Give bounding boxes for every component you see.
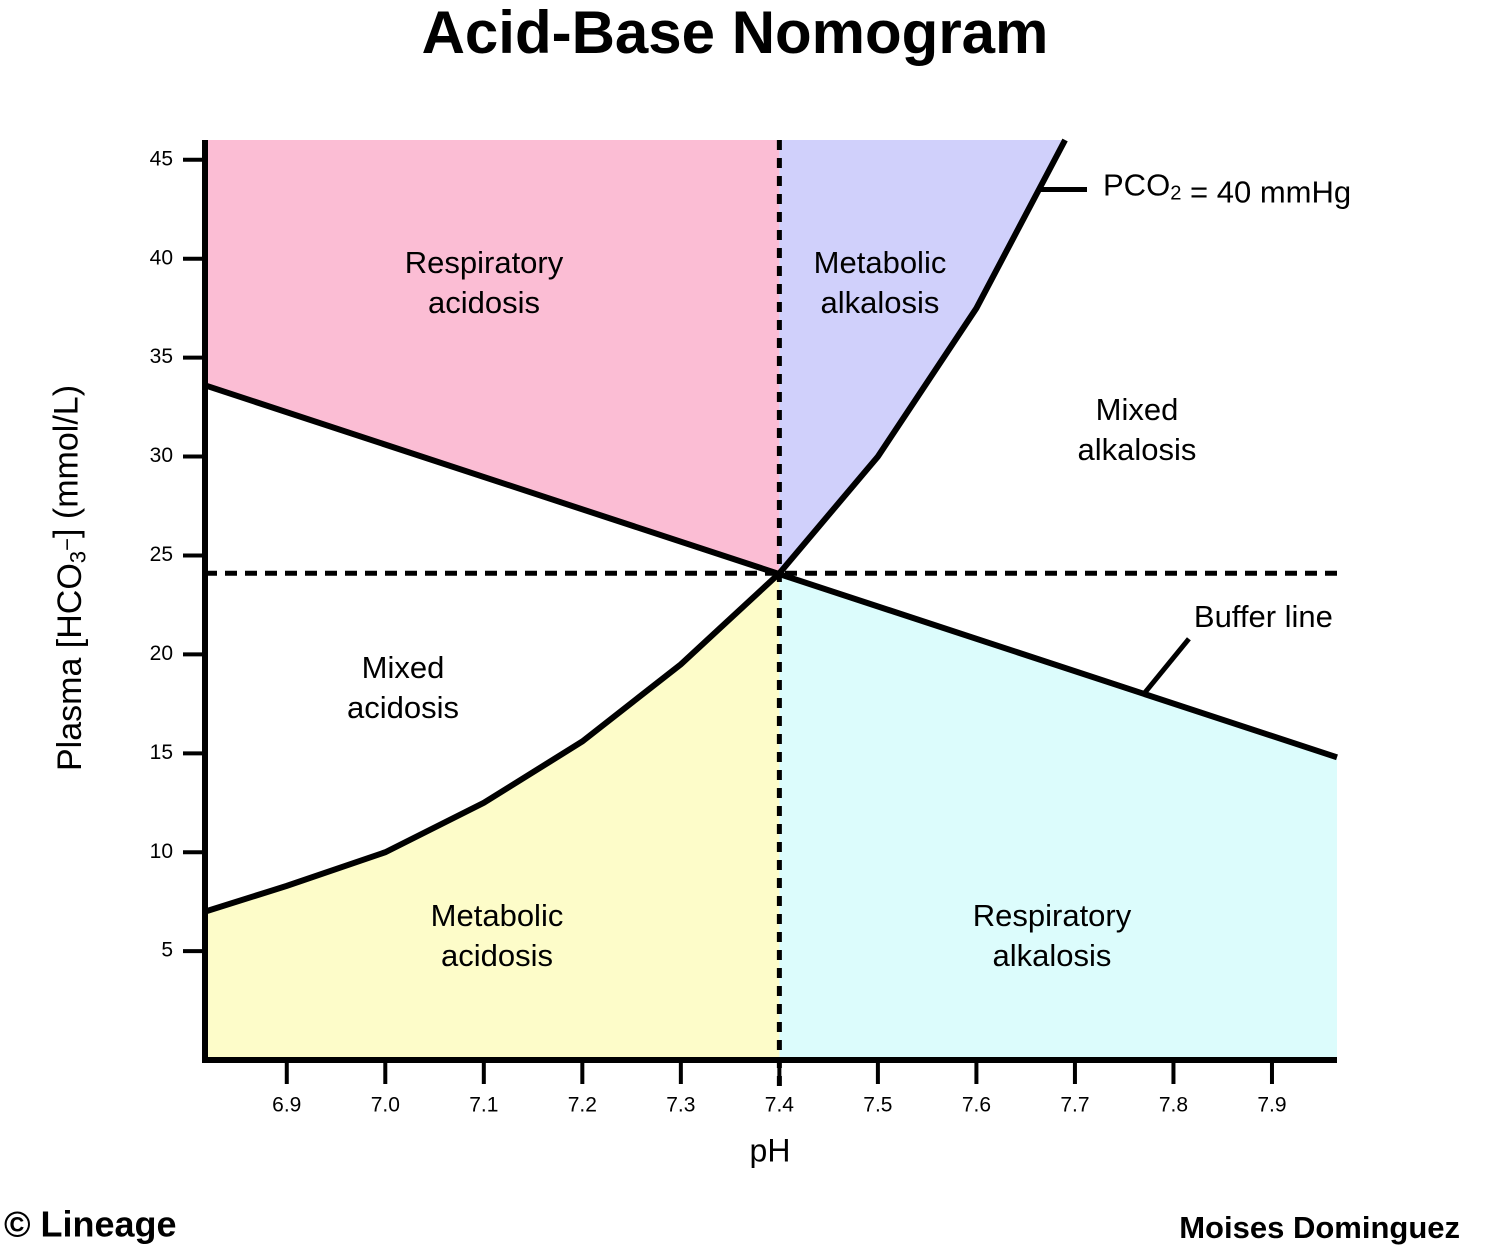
x-tick-label: 6.9 bbox=[272, 1094, 301, 1117]
region-label: Mixed bbox=[362, 650, 445, 685]
region-label: Metabolic bbox=[814, 245, 947, 280]
x-tick-label: 7.7 bbox=[1060, 1094, 1089, 1117]
x-tick-label: 7.9 bbox=[1257, 1094, 1286, 1117]
y-tick-label: 40 bbox=[150, 246, 173, 269]
y-tick-label: 35 bbox=[150, 345, 173, 368]
y-tick-label: 30 bbox=[150, 444, 173, 467]
region-label: Respiratory bbox=[973, 898, 1132, 933]
region-label: alkalosis bbox=[821, 285, 940, 320]
x-axis-label: pH bbox=[750, 1132, 791, 1168]
region bbox=[779, 574, 1337, 1060]
y-tick-label: 10 bbox=[150, 840, 173, 863]
region-label: Metabolic bbox=[431, 898, 564, 933]
series-label: Buffer line bbox=[1194, 599, 1333, 634]
region-label: Mixed bbox=[1096, 392, 1179, 427]
y-tick-label: 45 bbox=[150, 147, 173, 170]
y-tick-label: 20 bbox=[150, 642, 173, 665]
region-label: acidosis bbox=[347, 690, 459, 725]
x-tick-label: 7.2 bbox=[568, 1094, 597, 1117]
x-tick-label: 7.6 bbox=[962, 1094, 991, 1117]
y-tick-label: 15 bbox=[150, 741, 173, 764]
region-label: acidosis bbox=[441, 938, 553, 973]
y-tick-label: 5 bbox=[161, 939, 173, 962]
credit: © Lineage bbox=[4, 1204, 177, 1245]
region bbox=[205, 573, 780, 1060]
chart-title: Acid-Base Nomogram bbox=[422, 0, 1049, 66]
series-label: PCO2 = 40 mmHg bbox=[1103, 168, 1351, 210]
x-tick-label: 7.1 bbox=[469, 1094, 498, 1117]
x-tick-label: 7.4 bbox=[765, 1094, 795, 1117]
y-tick-label: 25 bbox=[150, 543, 173, 566]
credit: Moises Dominguez bbox=[1179, 1210, 1460, 1245]
series-line bbox=[204, 138, 1068, 915]
series-line bbox=[204, 382, 1338, 761]
region-label: Respiratory bbox=[405, 245, 564, 280]
leader-line bbox=[1141, 637, 1191, 696]
region-label: acidosis bbox=[428, 285, 540, 320]
x-tick-label: 7.3 bbox=[666, 1094, 695, 1117]
x-tick-label: 7.8 bbox=[1159, 1094, 1188, 1117]
x-tick-label: 7.0 bbox=[371, 1094, 400, 1117]
region bbox=[779, 140, 1066, 574]
region-label: alkalosis bbox=[1078, 432, 1197, 467]
region bbox=[205, 140, 780, 575]
regions bbox=[205, 140, 1337, 1060]
x-tick-label: 7.5 bbox=[863, 1094, 892, 1117]
y-axis-label: Plasma [HCO3−] (mmol/L) bbox=[48, 385, 91, 771]
region-label: alkalosis bbox=[993, 938, 1112, 973]
